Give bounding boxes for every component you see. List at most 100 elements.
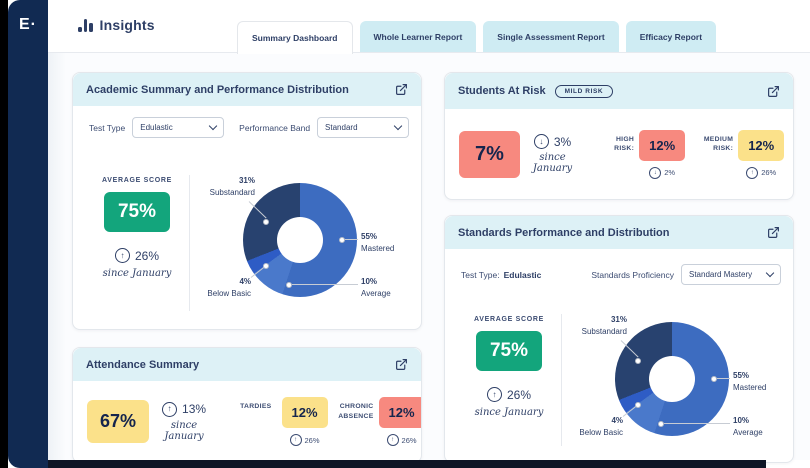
card-title: Academic Summary and Performance Distrib…	[86, 83, 349, 96]
since-january-label: since January	[532, 152, 573, 174]
risk-delta-block: ↓ 3% since January	[533, 134, 572, 174]
performance-band-selected-value: Standard	[325, 123, 358, 132]
tardies-label: TARDIES	[240, 403, 272, 410]
leader-dot	[286, 282, 292, 288]
app-sidebar: E·	[8, 0, 48, 468]
card-standards-header: Standards Performance and Distribution	[445, 216, 793, 249]
leader-dot	[658, 421, 664, 427]
page-title: Insights	[99, 17, 155, 33]
leader-line	[664, 423, 730, 424]
attendance-delta-block: ↑ 13% since January	[162, 401, 207, 442]
proficiency-selected-value: Standard Mastery	[689, 270, 753, 279]
insights-brand: Insights	[78, 17, 155, 33]
performance-band-select[interactable]: Standard	[317, 117, 409, 138]
performance-distribution-figure: 31% Substandard 55% Mastered 4% Below Basic…	[73, 73, 421, 329]
leader-dot	[263, 219, 269, 225]
tab-summary-dashboard[interactable]: Summary Dashboard	[237, 21, 353, 54]
leader-dot	[635, 402, 641, 408]
tab-whole-learner-report[interactable]: Whole Learner Report	[359, 21, 477, 52]
arrow-down-circle-icon: ↓	[533, 134, 549, 149]
medium-risk-value: 12%	[738, 129, 785, 161]
background-bottom-edge	[48, 460, 766, 468]
donut-label-below-basic: 4% Below Basic	[207, 277, 251, 298]
card-academic-header: Academic Summary and Performance Distrib…	[73, 73, 421, 106]
external-link-icon[interactable]	[767, 226, 780, 239]
donut-label-mastered: 55% Mastered	[361, 232, 395, 253]
arrow-up-circle-icon: ↑	[486, 387, 502, 402]
external-link-icon[interactable]	[767, 85, 780, 98]
test-type-selected-value: Edulastic	[140, 123, 173, 132]
since-january-label: since January	[474, 407, 544, 418]
tab-efficacy-report[interactable]: Efficacy Report	[625, 21, 717, 52]
score-delta: ↑ 26%	[81, 248, 193, 263]
delta-value: 26%	[134, 248, 160, 263]
tab-single-assessment-report[interactable]: Single Assessment Report	[483, 21, 619, 52]
delta-value: 13%	[182, 402, 207, 416]
donut-label-substandard: 31% Substandard	[209, 176, 255, 197]
chronic-absence-value: 12%	[378, 397, 421, 428]
bar-chart-icon	[78, 18, 93, 32]
performance-donut-chart	[243, 183, 357, 297]
donut-label-below-basic: 4% Below Basic	[579, 416, 623, 437]
tardies-delta: ↑ 26%	[289, 434, 320, 446]
chronic-absence-delta: ↑ 26%	[386, 434, 417, 446]
high-risk-label: HIGH RISK:	[614, 135, 635, 153]
leader-line	[292, 284, 358, 285]
leader-dot	[711, 376, 717, 382]
since-january-label: since January	[102, 268, 172, 279]
donut-label-mastered: 55% Mastered	[733, 371, 767, 392]
donut-label-average: 10% Average	[733, 416, 763, 437]
average-score-label: AVERAGE SCORE	[473, 316, 545, 323]
standards-proficiency-select[interactable]: Standard Mastery	[681, 264, 781, 285]
risk-body: 7% ↓ 3% since January HIGH RISK: 12% ↓ 2…	[445, 109, 793, 199]
tardies-value: 12%	[281, 397, 328, 428]
card-academic-summary: Academic Summary and Performance Distrib…	[72, 72, 422, 330]
chronic-absence-label: CHRONIC ABSENCE	[338, 403, 374, 420]
leader-line	[717, 378, 730, 379]
standards-distribution-figure: 31% Substandard 55% Mastered 4% Below Basic…	[445, 216, 793, 462]
edulastic-logo[interactable]: E·	[19, 16, 37, 33]
overall-risk-value: 7%	[459, 130, 520, 178]
medium-risk-delta: ↑ 26%	[746, 166, 776, 179]
arrow-up-circle-icon: ↑	[746, 166, 759, 179]
leader-dot	[263, 263, 269, 269]
external-link-icon[interactable]	[395, 83, 408, 96]
standards-filters: Test Type: Edulastic Standards Proficien…	[461, 264, 781, 285]
performance-band-label: Performance Band	[239, 122, 311, 133]
delta-value: 26%	[506, 387, 532, 402]
card-attendance-summary: Attendance Summary 67% ↑ 13% since Janua…	[72, 347, 422, 463]
arrow-up-circle-icon: ↑	[289, 434, 302, 446]
arrow-down-circle-icon: ↓	[649, 166, 662, 179]
attendance-body: 67% ↑ 13% since January TARDIES 12% ↑ 26…	[73, 381, 421, 462]
report-tabs: Summary Dashboard Whole Learner Report S…	[237, 21, 717, 54]
average-score-block: AVERAGE SCORE 75% ↑ 26% since January	[453, 316, 565, 418]
test-type-label: Test Type	[89, 122, 126, 133]
since-january-label: since January	[164, 419, 204, 442]
chronic-absence-stat: CHRONIC ABSENCE 12% ↑ 26%	[338, 397, 421, 446]
card-title: Standards Performance and Distribution	[458, 226, 670, 239]
arrow-up-circle-icon: ↑	[114, 248, 130, 263]
average-score-block: AVERAGE SCORE 75% ↑ 26% since January	[81, 177, 193, 279]
standards-proficiency-label: Standards Proficiency	[591, 269, 674, 280]
test-type-label: Test Type:	[461, 269, 500, 280]
card-students-at-risk: Students At Risk MILD RISK 7% ↓ 3% since…	[444, 72, 794, 200]
card-title: Students At Risk	[458, 85, 546, 97]
divider	[561, 314, 562, 446]
tardies-stat: TARDIES 12% ↑ 26%	[240, 397, 328, 446]
mild-risk-badge: MILD RISK	[554, 84, 614, 98]
leader-dot	[635, 358, 641, 364]
average-score-value: 75%	[475, 331, 543, 371]
card-attendance-header: Attendance Summary	[73, 348, 421, 381]
arrow-up-circle-icon: ↑	[386, 434, 399, 446]
external-link-icon[interactable]	[395, 358, 408, 371]
donut-label-average: 10% Average	[361, 277, 391, 298]
arrow-up-circle-icon: ↑	[162, 401, 178, 417]
standards-donut-chart	[615, 322, 729, 436]
medium-risk-label: MEDIUM RISK:	[703, 135, 734, 153]
test-type-value: Edulastic	[503, 269, 542, 280]
donut-label-substandard: 31% Substandard	[581, 315, 627, 336]
test-type-select[interactable]: Edulastic	[132, 117, 225, 138]
average-score-label: AVERAGE SCORE	[101, 177, 173, 184]
average-score-value: 75%	[103, 192, 171, 232]
